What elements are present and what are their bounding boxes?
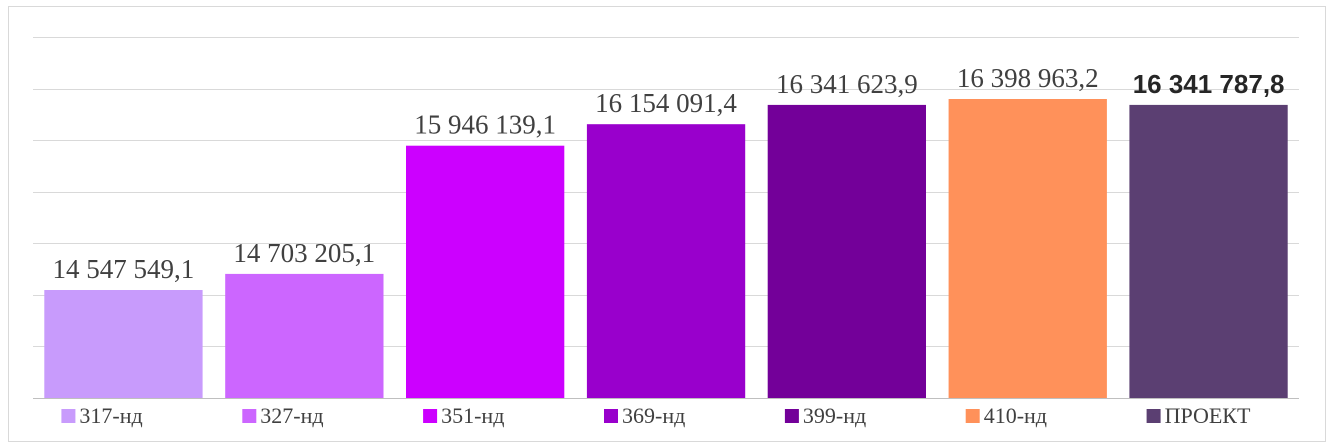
legend-swatch-410-нд bbox=[965, 409, 980, 423]
legend-swatch-327-нд bbox=[242, 409, 257, 423]
bar-410-нд bbox=[948, 99, 1107, 398]
data-label-369-нд: 16 154 091,4 bbox=[595, 88, 737, 118]
legend-label-327-нд: 327-нд bbox=[260, 403, 323, 428]
bar-369-нд bbox=[586, 124, 746, 398]
legend-label-399-нд: 399-нд bbox=[803, 403, 866, 428]
legend: 317-нд 327-нд 351-нд 369-нд 399-нд 410-нд ПРОЕ… bbox=[61, 403, 1251, 428]
bar-ПРОЕКТ bbox=[1129, 104, 1288, 399]
bars bbox=[44, 99, 1288, 399]
bar-chart: 14 547 549,1 14 703 205,1 15 946 139,1 16 1… bbox=[33, 37, 1299, 428]
legend-label-ПРОЕКТ: ПРОЕКТ bbox=[1165, 403, 1251, 428]
data-labels: 14 547 549,1 14 703 205,1 15 946 139,1 16 1… bbox=[53, 63, 1285, 284]
legend-swatch-317-нд bbox=[61, 409, 76, 423]
bar-399-нд bbox=[767, 104, 926, 399]
legend-swatch-351-нд bbox=[423, 409, 438, 423]
data-label-ПРОЕКТ: 16 341 787,8 bbox=[1133, 69, 1285, 99]
legend-swatch-399-нд bbox=[784, 409, 799, 423]
bar-327-нд bbox=[225, 273, 384, 398]
data-label-399-нд: 16 341 623,9 bbox=[776, 69, 918, 99]
data-label-327-нд: 14 703 205,1 bbox=[233, 238, 375, 268]
data-label-351-нд: 15 946 139,1 bbox=[414, 110, 556, 140]
legend-swatch-369-нд bbox=[604, 409, 618, 423]
bar-351-нд bbox=[406, 145, 565, 398]
legend-label-351-нд: 351-нд bbox=[441, 403, 504, 428]
data-label-410-нд: 16 398 963,2 bbox=[957, 63, 1099, 93]
bar-317-нд bbox=[44, 290, 203, 398]
legend-label-369-нд: 369-нд bbox=[622, 403, 685, 428]
legend-swatch-ПРОЕКТ bbox=[1146, 409, 1161, 423]
data-label-317-нд: 14 547 549,1 bbox=[53, 254, 195, 284]
legend-label-317-нд: 317-нд bbox=[79, 403, 142, 428]
chart-frame: 14 547 549,1 14 703 205,1 15 946 139,1 16 1… bbox=[8, 6, 1326, 442]
legend-label-410-нд: 410-нд bbox=[984, 403, 1047, 428]
